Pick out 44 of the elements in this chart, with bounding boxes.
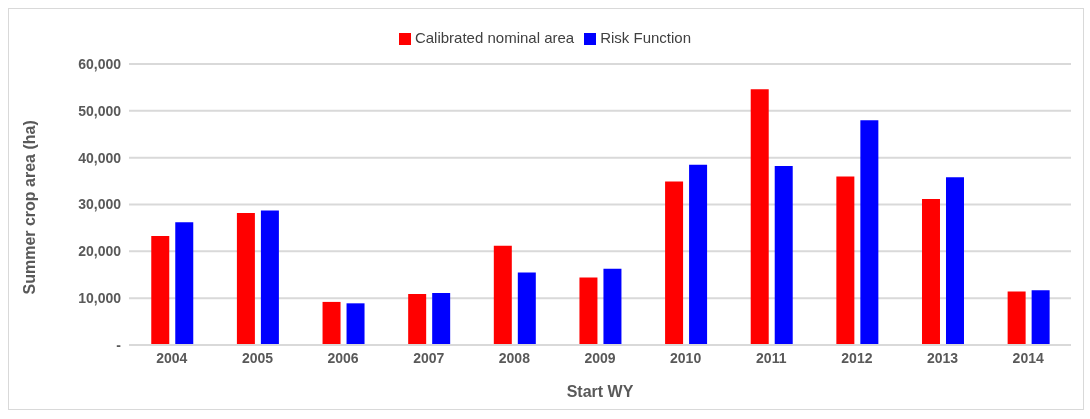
bar: [689, 164, 708, 345]
x-tick-label: 2004: [156, 349, 188, 366]
bar: [750, 89, 769, 345]
y-tick-label: -: [116, 336, 122, 353]
x-tick-label: 2011: [756, 349, 787, 366]
bar: [175, 222, 194, 345]
x-tick-label: 2007: [413, 349, 445, 366]
bar: [921, 198, 940, 345]
x-axis-title: Start WY: [566, 383, 634, 400]
bar: [493, 245, 512, 345]
y-axis-title: Summer crop area (ha): [20, 120, 38, 295]
bar: [408, 293, 427, 345]
bar: [432, 293, 451, 345]
bar: [836, 176, 855, 345]
bar: [774, 166, 793, 345]
x-tick-label: 2006: [327, 349, 359, 366]
bar: [322, 301, 341, 345]
y-tick-label: 30,000: [78, 196, 122, 213]
x-tick-label: 2012: [841, 349, 873, 366]
bar: [860, 120, 879, 345]
bar: [1031, 290, 1050, 345]
legend-label: Risk Function: [600, 29, 692, 46]
bar: [236, 212, 255, 345]
y-tick-label: 20,000: [78, 243, 122, 260]
bar: [517, 272, 536, 345]
bar: [151, 235, 170, 345]
bar: [1007, 291, 1026, 345]
y-tick-label: 50,000: [78, 102, 122, 119]
y-tick-label: 40,000: [78, 149, 122, 166]
bar: [665, 181, 684, 345]
x-tick-label: 2013: [926, 349, 959, 366]
x-tick-label: 2009: [584, 349, 616, 366]
legend-label: Calibrated nominal area: [414, 29, 575, 46]
x-tick-label: 2008: [498, 349, 531, 366]
bar: [260, 210, 279, 345]
bar: [603, 268, 622, 345]
bar: [579, 277, 598, 345]
x-tick-label: 2010: [670, 349, 702, 366]
x-tick-label: 2014: [1012, 349, 1044, 366]
x-tick-label: 2005: [241, 349, 274, 366]
bar: [346, 303, 365, 345]
y-tick-label: 60,000: [78, 55, 122, 72]
bar: [945, 177, 964, 345]
y-tick-label: 10,000: [78, 290, 122, 307]
